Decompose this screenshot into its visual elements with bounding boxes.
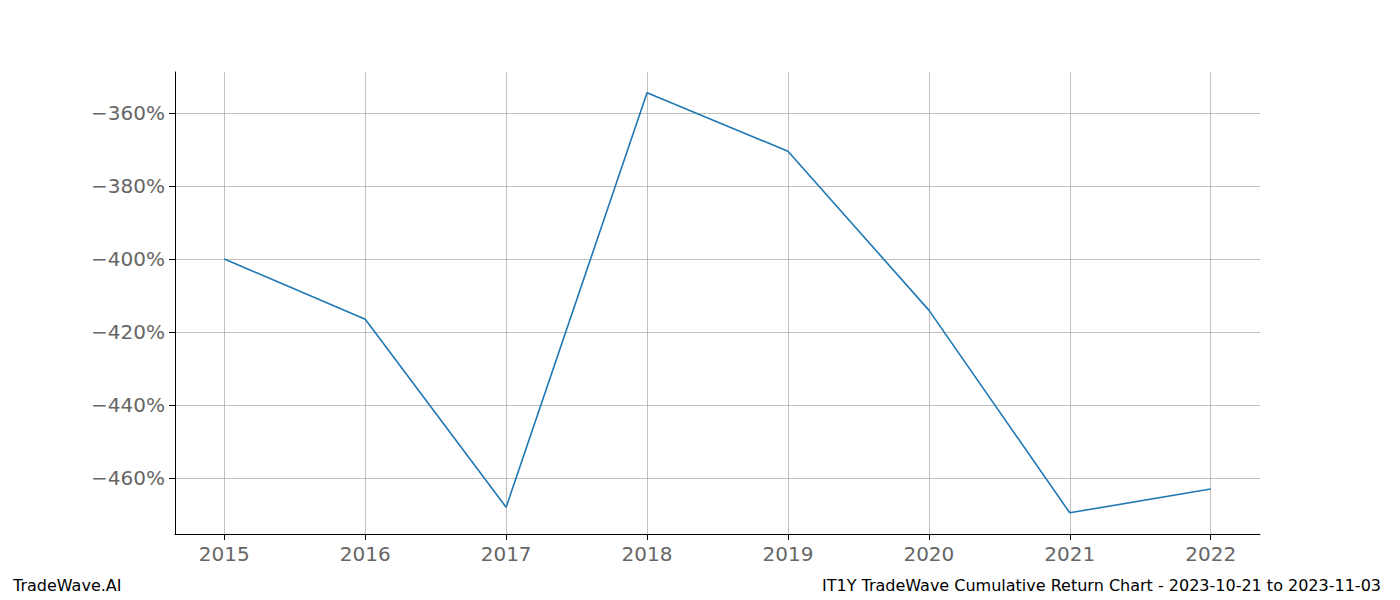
svg-text:−460%: −460% <box>91 466 165 490</box>
svg-text:TradeWave.AI: TradeWave.AI <box>12 576 121 595</box>
svg-text:2021: 2021 <box>1044 542 1095 566</box>
svg-text:−360%: −360% <box>91 101 165 125</box>
svg-text:IT1Y TradeWave Cumulative Retu: IT1Y TradeWave Cumulative Return Chart -… <box>822 576 1381 595</box>
svg-text:2015: 2015 <box>199 542 250 566</box>
svg-text:2016: 2016 <box>340 542 391 566</box>
svg-text:2019: 2019 <box>763 542 814 566</box>
svg-text:2018: 2018 <box>622 542 673 566</box>
svg-text:2022: 2022 <box>1185 542 1236 566</box>
svg-text:2020: 2020 <box>903 542 954 566</box>
svg-text:−420%: −420% <box>91 320 165 344</box>
svg-text:2017: 2017 <box>481 542 532 566</box>
svg-text:−440%: −440% <box>91 393 165 417</box>
svg-text:−380%: −380% <box>91 174 165 198</box>
svg-text:−400%: −400% <box>91 247 165 271</box>
